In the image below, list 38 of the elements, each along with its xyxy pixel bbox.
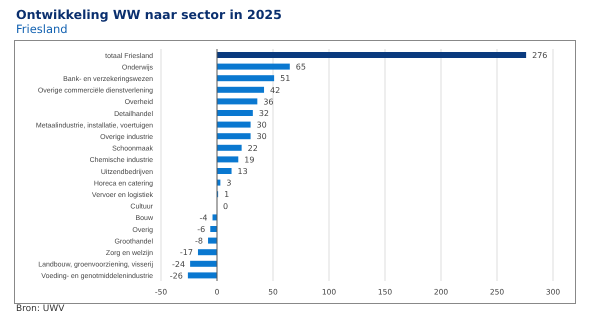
data-label: 13 [238, 167, 248, 176]
data-label: 36 [263, 97, 274, 106]
data-label: -26 [170, 271, 183, 280]
bar [208, 238, 217, 244]
data-label: 22 [248, 144, 258, 153]
data-label: 51 [280, 74, 290, 84]
data-label: -24 [172, 260, 186, 269]
bar [217, 122, 251, 128]
data-label: 65 [296, 62, 306, 72]
bar [217, 64, 290, 70]
bar [217, 168, 232, 174]
data-label: -4 [200, 213, 208, 222]
data-label: 0 [223, 202, 228, 211]
data-label: 1 [224, 190, 230, 200]
data-label: -17 [180, 248, 193, 258]
bar [217, 52, 526, 58]
bar [190, 260, 217, 267]
text: Friesland [16, 22, 69, 36]
bar [217, 75, 274, 82]
data-label: 3 [226, 178, 232, 188]
data-label: 19 [244, 155, 254, 164]
text: Bron: UWV [16, 304, 66, 314]
data-label: 42 [270, 86, 280, 95]
bar [198, 249, 217, 256]
data-label: 276 [532, 51, 548, 60]
bar [188, 272, 217, 278]
data-label: 32 [258, 109, 270, 118]
data-label: 30 [256, 132, 267, 142]
bar [217, 110, 253, 116]
chart-title: Ontwikkeling WW naar sector in 2025 [16, 7, 283, 22]
bar [217, 156, 238, 162]
data-label: 30 [256, 120, 267, 130]
bar [217, 133, 251, 140]
bar [217, 86, 264, 93]
data-label: -6 [197, 225, 206, 234]
bar [217, 144, 242, 151]
bar [217, 98, 258, 104]
data-label: -8 [195, 236, 204, 246]
